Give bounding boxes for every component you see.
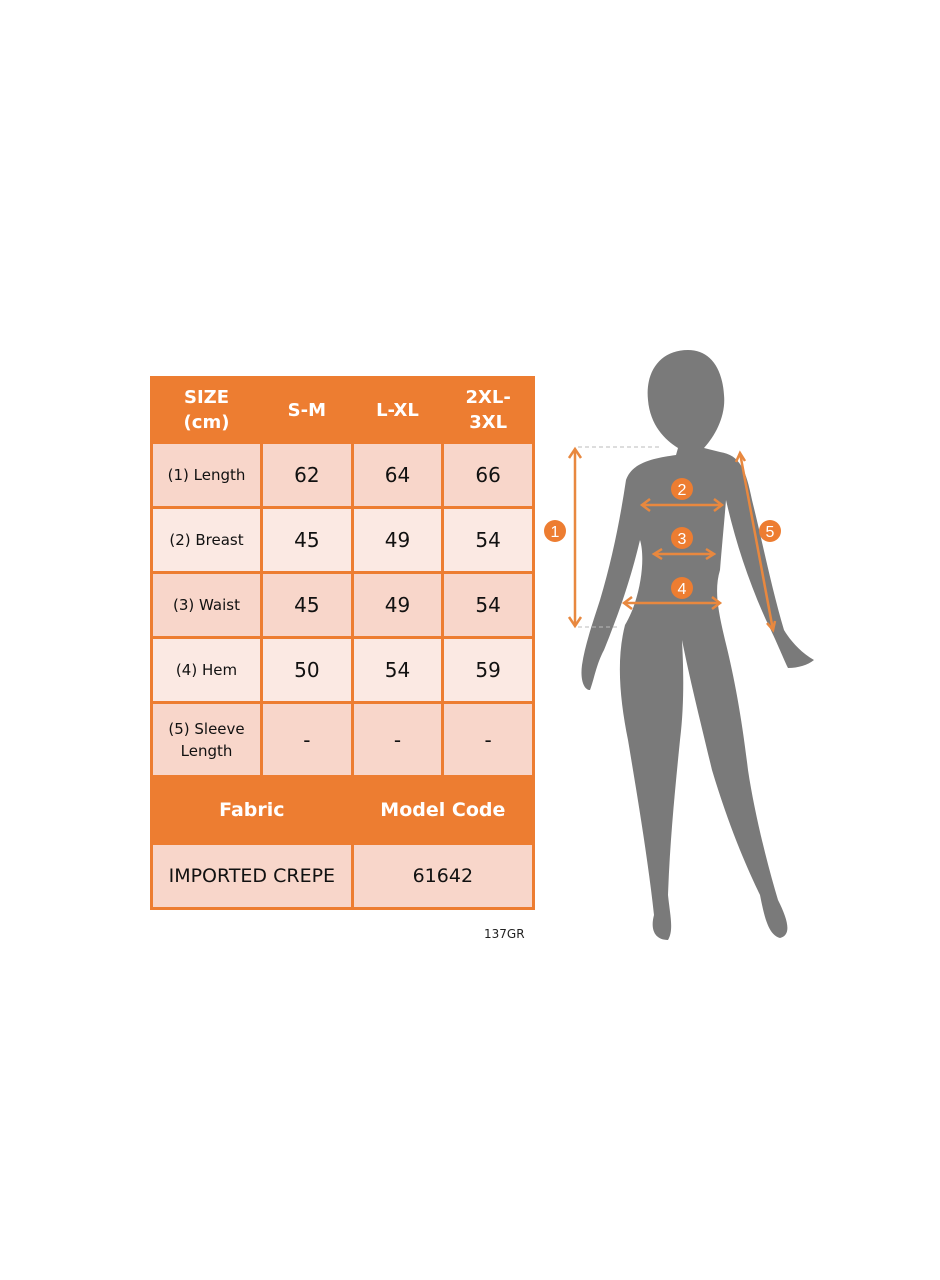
header-l-xl: L-XL	[376, 399, 419, 421]
svg-text:4: 4	[678, 581, 687, 598]
marker-5: 5	[759, 520, 781, 542]
svg-text:1: 1	[551, 524, 560, 541]
cell: 49	[353, 509, 442, 571]
marker-2: 2	[671, 478, 693, 500]
size-chart-table: SIZE (cm) S-M L-XL 2XL-3XL (1) Length 62 …	[150, 376, 535, 910]
row-label: (5) Sleeve Length	[153, 704, 260, 775]
row-label: (3) Waist	[153, 574, 260, 636]
product-code: 137GR	[484, 927, 525, 941]
cell: 66	[444, 444, 532, 506]
svg-text:5: 5	[766, 524, 775, 541]
header-s-m: S-M	[287, 399, 326, 421]
fabric-value: IMPORTED CREPE	[153, 845, 351, 907]
header-2xl-3xl: 2XL-3XL	[444, 379, 532, 441]
cell: -	[263, 704, 351, 775]
cell: 59	[444, 639, 532, 701]
row-label: (4) Hem	[153, 639, 260, 701]
marker-1: 1	[544, 520, 566, 542]
cell: 54	[444, 574, 532, 636]
header-size: SIZE (cm)	[183, 387, 230, 433]
fabric-header-row: Fabric Model Code	[153, 778, 532, 842]
model-code-label: Model Code	[380, 798, 506, 821]
cell: 62	[263, 444, 351, 506]
measurement-arrows	[567, 446, 777, 633]
cell: 50	[263, 639, 351, 701]
table-row: (3) Waist 45 49 54	[153, 574, 532, 636]
silhouette	[581, 350, 814, 940]
table-row: (5) Sleeve Length - - -	[153, 704, 532, 775]
model-code-value: 61642	[353, 845, 532, 907]
marker-3: 3	[671, 527, 693, 549]
svg-text:2: 2	[678, 482, 687, 499]
cell: 54	[353, 639, 442, 701]
table-row: (2) Breast 45 49 54	[153, 509, 532, 571]
row-label: (1) Length	[153, 444, 260, 506]
cell: 49	[353, 574, 442, 636]
header-row: SIZE (cm) S-M L-XL 2XL-3XL	[153, 379, 532, 441]
cell: 45	[263, 509, 351, 571]
fabric-value-row: IMPORTED CREPE 61642	[153, 845, 532, 907]
table-row: (1) Length 62 64 66	[153, 444, 532, 506]
row-label: (2) Breast	[153, 509, 260, 571]
cell: 64	[353, 444, 442, 506]
table-row: (4) Hem 50 54 59	[153, 639, 532, 701]
svg-text:3: 3	[678, 531, 687, 548]
cell: -	[444, 704, 532, 775]
header-2xl-3xl-label: 2XL-3XL	[465, 387, 511, 433]
marker-4: 4	[671, 577, 693, 599]
fabric-label: Fabric	[219, 798, 285, 821]
cell: 54	[444, 509, 532, 571]
cell: -	[353, 704, 442, 775]
cell: 45	[263, 574, 351, 636]
